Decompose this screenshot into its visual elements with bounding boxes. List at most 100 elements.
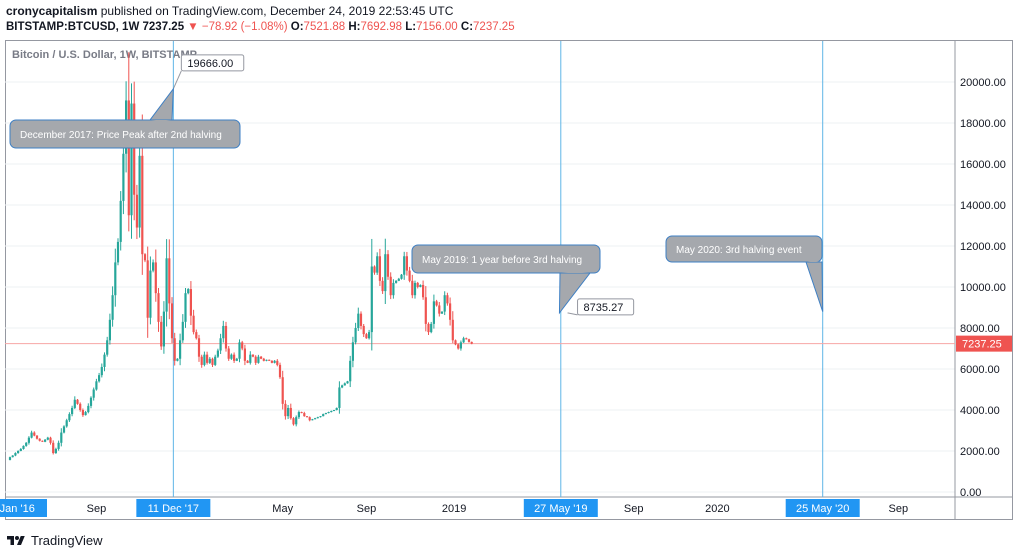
tradingview-brand[interactable]: TradingView	[31, 533, 103, 548]
candle-body	[359, 313, 363, 326]
candle	[57, 440, 60, 451]
candle-body	[60, 432, 63, 443]
candle	[108, 313, 111, 345]
candle-body	[292, 418, 295, 425]
candle	[41, 440, 44, 442]
x-tick-label-highlight: 11 Dec '17	[148, 503, 199, 515]
candle	[206, 351, 209, 365]
candle	[322, 413, 325, 417]
candle-body	[403, 256, 406, 275]
candle-body	[27, 437, 30, 443]
candle	[184, 287, 187, 328]
candle-body	[224, 325, 228, 349]
candle	[260, 355, 263, 360]
candle	[316, 416, 319, 419]
candle-body	[297, 412, 300, 418]
candle-body	[408, 270, 411, 281]
low-label: L:	[405, 21, 417, 33]
candle-body	[173, 338, 176, 361]
y-tick-label: 6000.00	[960, 364, 1000, 376]
candle	[268, 359, 271, 361]
candle	[135, 184, 138, 240]
y-tick-label: 0.00	[960, 487, 981, 499]
callout-box	[9, 119, 241, 149]
candle-body	[189, 289, 192, 316]
candle	[211, 357, 214, 368]
candle-body	[49, 437, 52, 443]
candle-body	[319, 416, 322, 418]
candle	[400, 273, 403, 280]
candle-body	[376, 256, 379, 273]
candle-body	[335, 407, 338, 410]
candle-body	[378, 256, 381, 281]
candle	[30, 430, 33, 439]
candle	[122, 139, 125, 215]
candle	[446, 292, 449, 306]
candle-body	[76, 399, 79, 404]
candle-body	[68, 414, 71, 421]
candle	[89, 396, 93, 409]
candle-body	[281, 377, 284, 404]
candle-body	[405, 256, 408, 271]
candle-body	[219, 338, 222, 351]
candle	[100, 363, 103, 378]
candle	[270, 360, 273, 364]
candle	[241, 340, 244, 351]
candle-body	[87, 405, 90, 413]
open-value: 7521.88	[303, 21, 346, 33]
candle-body	[130, 103, 133, 216]
candle-body	[197, 338, 201, 357]
candle-body	[257, 356, 260, 363]
candle	[17, 450, 20, 454]
candle-body	[438, 305, 441, 314]
candle-body	[424, 297, 427, 324]
tradingview-logo-icon	[7, 535, 25, 545]
chart-frame[interactable]	[5, 40, 1013, 520]
candle-body	[276, 360, 279, 365]
y-tick-label: 12000.00	[960, 241, 1006, 253]
x-axis-highlight-bg	[0, 499, 47, 517]
publish-line: cronycapitalism published on TradingView…	[6, 4, 453, 18]
candle	[19, 448, 22, 452]
candle-body	[238, 342, 241, 359]
candle-body	[160, 321, 163, 347]
candle	[389, 272, 392, 300]
candle	[214, 354, 217, 367]
candle	[170, 297, 174, 344]
callout: May 2020: 3rd halving event	[665, 235, 824, 312]
candle-body	[181, 321, 184, 341]
candle	[22, 445, 25, 450]
candle-body	[116, 241, 120, 263]
candle-body	[203, 354, 206, 365]
candle	[243, 344, 246, 366]
candle	[208, 357, 211, 364]
candle	[354, 322, 357, 345]
author-name[interactable]: cronycapitalism	[6, 4, 98, 18]
open-label: O:	[290, 21, 304, 33]
candle	[95, 378, 98, 391]
candle-body	[422, 284, 425, 298]
candle	[8, 456, 12, 461]
candle	[81, 408, 84, 417]
candle-body	[38, 438, 41, 441]
candle	[238, 339, 241, 363]
x-tick-label: May	[272, 503, 293, 515]
candle-body	[327, 412, 330, 414]
candle	[395, 280, 398, 284]
candle-body	[214, 356, 217, 365]
price-tag-text: 19666.00	[187, 58, 233, 70]
down-arrow-icon: ▼	[187, 21, 199, 33]
candle	[224, 321, 228, 352]
candle	[189, 281, 192, 326]
candle	[462, 336, 465, 343]
candle-body	[100, 366, 103, 376]
candle	[346, 380, 349, 384]
candle	[27, 436, 30, 445]
candle	[71, 405, 74, 417]
x-axis-highlight-bg	[785, 499, 860, 517]
candle-body	[357, 313, 360, 328]
candle	[179, 333, 182, 366]
candle-body	[262, 358, 265, 361]
x-axis-highlight-bg	[523, 499, 598, 517]
